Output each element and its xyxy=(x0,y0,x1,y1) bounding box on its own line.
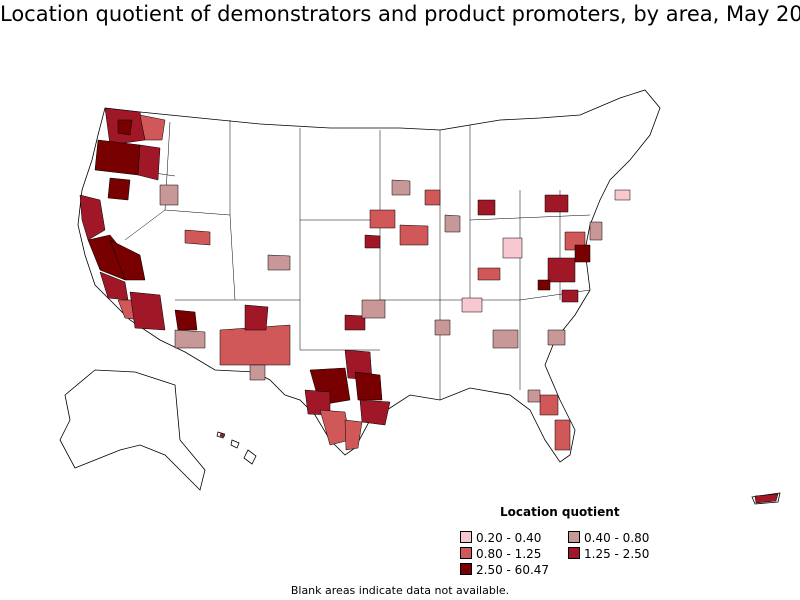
legend-item-1: 0.40 - 0.80 xyxy=(568,531,649,545)
area-wi-1 xyxy=(424,189,441,206)
area-co-1 xyxy=(184,229,211,246)
area-ky-1 xyxy=(477,267,501,281)
legend-swatch xyxy=(568,547,580,559)
area-wa-2 xyxy=(117,119,133,136)
area-az-1 xyxy=(129,291,166,331)
area-fl-3 xyxy=(527,389,541,403)
area-nm-3 xyxy=(249,364,266,381)
area-nm-1 xyxy=(219,324,291,366)
legend-title: Location quotient xyxy=(500,505,620,519)
area-ne-1 xyxy=(369,209,396,229)
area-oh-1 xyxy=(502,237,523,259)
area-wv-1 xyxy=(537,279,551,291)
state-outlines xyxy=(59,89,781,505)
area-tx-7 xyxy=(344,419,363,451)
state-borders xyxy=(119,120,591,400)
legend-item-4: 2.50 - 60.47 xyxy=(460,563,549,577)
area-or-2 xyxy=(137,144,161,181)
legend-swatch xyxy=(460,563,472,575)
area-tn-1 xyxy=(461,297,483,313)
area-wa-3 xyxy=(139,114,166,141)
area-or-3 xyxy=(107,177,131,201)
area-nc-1 xyxy=(561,289,579,303)
alaska-outline xyxy=(59,369,206,491)
area-az-2 xyxy=(174,309,198,331)
area-va-1 xyxy=(547,257,576,283)
area-il-1 xyxy=(444,214,461,233)
area-nj-1 xyxy=(589,221,603,241)
area-or-1 xyxy=(94,139,141,176)
legend-item-2: 0.80 - 1.25 xyxy=(460,547,541,561)
area-fl-1 xyxy=(539,394,559,416)
continental-us-outline xyxy=(77,89,661,463)
area-mn-1 xyxy=(391,179,411,196)
area-co-2 xyxy=(267,254,291,271)
footnote: Blank areas indicate data not available. xyxy=(290,584,510,597)
area-nm-2 xyxy=(244,304,269,331)
legend-item-0: 0.20 - 0.40 xyxy=(460,531,541,545)
area-ca-1 xyxy=(79,194,106,241)
area-hi-1 xyxy=(219,432,226,438)
area-ia-1 xyxy=(399,224,429,246)
map-title: Location quotient of demonstrators and p… xyxy=(0,2,800,26)
legend-item-3: 1.25 - 2.50 xyxy=(568,547,649,561)
area-pr-1 xyxy=(754,493,779,504)
area-ny-1 xyxy=(544,194,569,213)
area-fl-2 xyxy=(554,419,571,451)
area-ga-1 xyxy=(492,329,519,349)
area-ar-1 xyxy=(434,319,451,336)
area-md-1 xyxy=(574,244,591,263)
legend-swatch xyxy=(568,531,580,543)
legend-swatch xyxy=(460,531,472,543)
area-ma-1 xyxy=(614,189,631,201)
area-mo-1 xyxy=(364,234,381,249)
area-tx-6 xyxy=(359,399,391,426)
area-mi-1 xyxy=(477,199,496,216)
area-ok-1 xyxy=(361,299,386,319)
area-tx-3 xyxy=(354,371,383,401)
area-id-1 xyxy=(159,184,179,206)
lq-areas xyxy=(79,107,779,504)
area-ks-1 xyxy=(344,314,366,331)
legend-swatch xyxy=(460,547,472,559)
area-az-3 xyxy=(174,329,206,349)
area-sc-1 xyxy=(547,329,566,346)
area-nv-1 xyxy=(109,239,146,281)
